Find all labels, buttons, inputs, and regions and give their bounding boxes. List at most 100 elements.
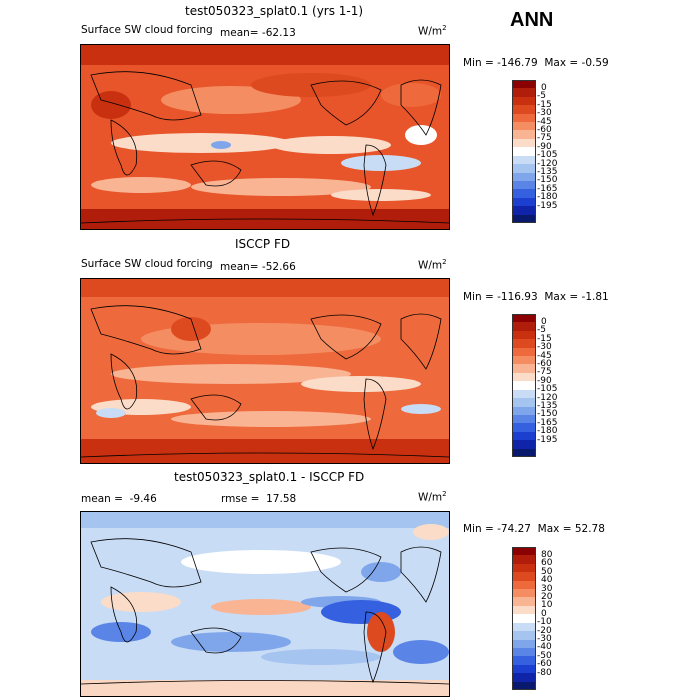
colorbar-label: 0 — [541, 608, 547, 619]
season-label: ANN — [510, 9, 554, 31]
colorbar-swatch — [512, 381, 536, 391]
colorbar-label: -75 — [537, 367, 552, 378]
colorbar-swatch — [512, 673, 536, 683]
colorbar-label: -60 — [537, 124, 552, 135]
panel3-map — [80, 511, 450, 697]
colorbar-swatch — [512, 656, 536, 666]
colorbar-label: -135 — [537, 401, 558, 412]
colorbar-swatch — [512, 423, 536, 433]
colorbar-swatch — [512, 147, 536, 157]
colorbar-swatch — [512, 189, 536, 199]
colorbar-label: -40 — [537, 642, 552, 653]
panel1-title: test050323_splat0.1 (yrs 1-1) — [185, 4, 364, 18]
colorbar-label: -15 — [537, 99, 552, 110]
colorbar-label: -120 — [537, 158, 558, 169]
colorbar-label: -5 — [537, 91, 546, 102]
colorbar-label: 30 — [541, 583, 553, 594]
colorbar-label: -90 — [537, 375, 552, 386]
colorbar-swatch — [512, 605, 536, 615]
colorbar-label: -165 — [537, 183, 558, 194]
colorbar-swatch — [512, 122, 536, 131]
panel3-colorbar: 80 60 50 40 30 20 10 0 -10 -20 -30 -40 -50 -60 -80 — [512, 547, 602, 691]
panel2-map — [80, 278, 450, 464]
colorbar-label: -105 — [537, 150, 558, 161]
colorbar-swatch — [512, 197, 536, 207]
colorbar-swatch — [512, 206, 536, 216]
panel2-minmax: Min = -116.93 Max = -1.81 — [463, 291, 609, 303]
colorbar-swatch — [512, 631, 536, 641]
colorbar-swatch — [512, 105, 536, 115]
colorbar-label: -105 — [537, 384, 558, 395]
colorbar-swatch — [512, 172, 536, 182]
colorbar-label: -60 — [537, 358, 552, 369]
panel3-minmax: Min = -74.27 Max = 52.78 — [463, 523, 605, 535]
colorbar-label: 50 — [541, 566, 553, 577]
colorbar-label: -195 — [537, 200, 558, 211]
colorbar-swatch — [512, 347, 536, 357]
colorbar-swatch — [512, 398, 536, 408]
colorbar-swatch — [512, 614, 536, 624]
colorbar-swatch — [512, 389, 536, 399]
colorbar-swatch — [512, 339, 536, 349]
colorbar-swatch — [512, 364, 536, 374]
panel3-units: W/m2 — [418, 490, 447, 504]
panel2-mean: mean= -52.66 — [220, 261, 296, 273]
colorbar-swatch — [512, 431, 536, 441]
colorbar-swatch — [512, 597, 536, 607]
colorbar-swatch — [512, 322, 536, 332]
colorbar-swatch — [512, 113, 536, 123]
colorbar-swatch — [512, 314, 536, 323]
colorbar-swatch — [512, 622, 536, 632]
colorbar-label: -15 — [537, 333, 552, 344]
colorbar-swatch — [512, 96, 536, 106]
colorbar-label: -195 — [537, 434, 558, 445]
colorbar-swatch — [512, 80, 536, 89]
colorbar-swatch — [512, 580, 536, 590]
colorbar-label: -80 — [537, 667, 552, 678]
colorbar-swatch — [512, 589, 536, 598]
colorbar-swatch — [512, 681, 536, 691]
colorbar-swatch — [512, 639, 536, 649]
colorbar-label: -120 — [537, 392, 558, 403]
colorbar-swatch — [512, 664, 536, 674]
colorbar-label: -30 — [537, 108, 552, 119]
colorbar-label: -20 — [537, 625, 552, 636]
colorbar-label: -30 — [537, 634, 552, 645]
panel3-title: test050323_splat0.1 - ISCCP FD — [174, 470, 365, 484]
colorbar-swatch — [512, 88, 536, 98]
colorbar-label: 20 — [541, 591, 553, 602]
colorbar-swatch — [512, 130, 536, 140]
colorbar-label: -180 — [537, 426, 558, 437]
panel1-units: W/m2 — [418, 24, 447, 38]
colorbar-swatch — [512, 138, 536, 148]
colorbar-swatch — [512, 448, 536, 458]
panel3-rmse: rmse = 17.58 — [221, 493, 297, 505]
colorbar-label: -5 — [537, 325, 546, 336]
colorbar-swatch — [512, 372, 536, 382]
panel3-mean: mean = -9.46 — [81, 493, 157, 505]
colorbar-label: -165 — [537, 417, 558, 428]
colorbar-label: -150 — [537, 175, 558, 186]
panel1-minmax: Min = -146.79 Max = -0.59 — [463, 57, 609, 69]
colorbar-swatch — [512, 164, 536, 174]
colorbar-label: -60 — [537, 659, 552, 670]
colorbar-label: 80 — [541, 549, 553, 560]
colorbar-label: -10 — [537, 617, 552, 628]
colorbar-label: 60 — [541, 558, 553, 569]
panel2-units: W/m2 — [418, 258, 447, 272]
colorbar-swatch — [512, 547, 536, 556]
colorbar-swatch — [512, 155, 536, 165]
colorbar-swatch — [512, 440, 536, 450]
colorbar-swatch — [512, 563, 536, 573]
colorbar-swatch — [512, 180, 536, 190]
panel2-variable: Surface SW cloud forcing — [81, 258, 213, 270]
panel1-variable: Surface SW cloud forcing — [81, 24, 213, 36]
colorbar-label: -45 — [537, 350, 552, 361]
colorbar-label: -180 — [537, 192, 558, 203]
colorbar-label: 40 — [541, 575, 553, 586]
colorbar-swatch — [512, 356, 536, 365]
colorbar-swatch — [512, 572, 536, 582]
panel1-mean: mean= -62.13 — [220, 27, 296, 39]
colorbar-swatch — [512, 414, 536, 424]
colorbar-label: 0 — [541, 316, 547, 327]
